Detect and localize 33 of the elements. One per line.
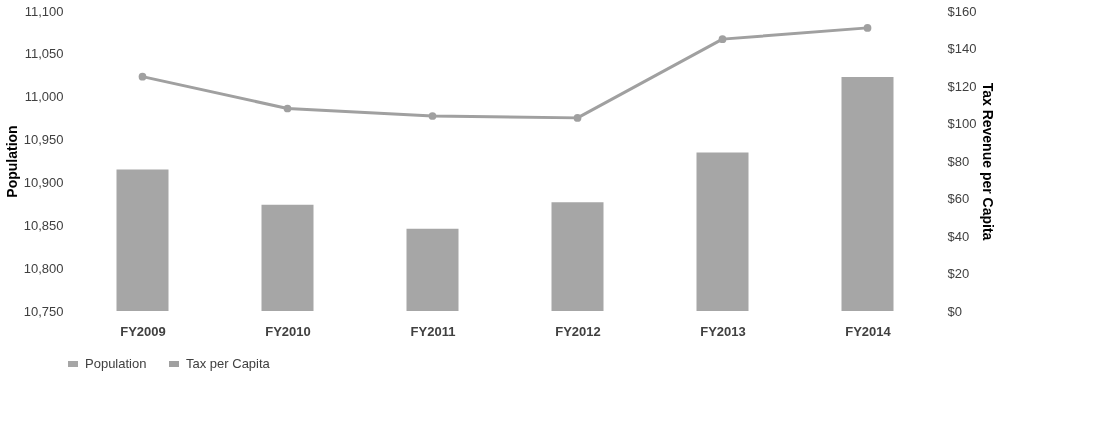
x-tick-label: FY2012 [555,323,601,339]
y2-tick-label: $140 [947,41,977,56]
y-tick-label: 10,750 [23,303,64,319]
y2-tick-label: $0 [947,303,962,319]
y2-tick-label: $120 [947,78,977,94]
y-axis-title: Population [3,125,20,198]
y-tick-label: 10,850 [23,217,64,233]
y-tick-label: 11,100 [24,3,64,19]
y2-tick-label: $60 [947,191,970,206]
y-tick-label: 11,000 [24,89,64,105]
x-tick-label: FY2009 [120,323,166,339]
y2-tick-label: $100 [947,116,977,131]
point [573,114,582,122]
x-tick-label: FY2014 [845,323,892,339]
point [283,104,292,113]
legend-label: Tax per Capita [186,356,271,371]
point [428,112,437,120]
point [718,35,727,43]
y-tick-label: 10,800 [23,260,64,276]
legend-label: Population [85,356,147,371]
y2-tick-label: $20 [947,266,970,281]
y2-axis-title: Tax Revenue per Capita [980,82,997,241]
y-tick-label: 10,900 [23,174,64,190]
x-tick-label: FY2013 [700,323,746,339]
x-tick-label: FY2011 [410,323,456,339]
point [863,24,872,32]
y2-tick-label: $40 [947,228,970,244]
x-tick-label: FY2010 [265,323,311,339]
y-tick-label: 11,050 [24,46,64,62]
y2-tick-label: $160 [947,3,977,19]
y-tick-label: 10,950 [23,132,64,148]
y2-tick-label: $80 [947,153,970,169]
point [138,72,147,81]
